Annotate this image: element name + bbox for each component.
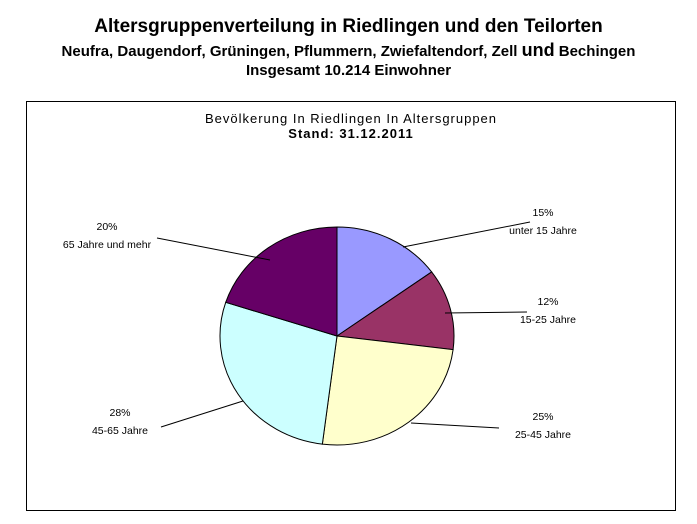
slice-percent-label: 20% <box>96 221 117 233</box>
pie-chart: 15% unter 15 Jahre 12% 15-25 Jahre 25% 25-45 … <box>63 207 577 446</box>
slice-category-label: 15-25 Jahre <box>520 314 576 326</box>
leader-line <box>410 422 500 429</box>
chart-subtitle: Stand: 31.12.2011 <box>288 126 414 141</box>
leader-line <box>160 400 244 428</box>
page-title: Altersgruppenverteilung in Riedlingen un… <box>94 16 603 37</box>
slice-category-label: 45-65 Jahre <box>92 425 148 437</box>
leader-line <box>402 221 531 248</box>
slice-category-label: 25-45 Jahre <box>515 429 571 441</box>
slice-percent-label: 15% <box>532 207 553 219</box>
chart-frame: Bevölkerung In Riedlingen In Altersgrupp… <box>26 101 676 511</box>
slice-category-label: unter 15 Jahre <box>509 225 577 237</box>
slice-category-label: 65 Jahre und mehr <box>63 239 152 251</box>
chart-title: Bevölkerung In Riedlingen In Altersgrupp… <box>204 111 498 126</box>
pie-slice <box>321 335 454 446</box>
subtitle-part2: Bechingen <box>554 43 636 60</box>
slice-percent-label: 28% <box>109 407 130 419</box>
pie-slice <box>219 301 338 445</box>
leader-line <box>444 311 528 314</box>
pie-slice <box>335 271 455 351</box>
total-population: Insgesamt 10.214 Einwohner <box>245 62 452 79</box>
page-subtitle: Neufra, Daugendorf, Grüningen, Pflummern… <box>0 41 697 61</box>
leader-line <box>156 237 271 261</box>
slice-percent-label: 12% <box>537 296 558 308</box>
subtitle-part1: Neufra, Daugendorf, Grüningen, Pflummern… <box>61 43 522 60</box>
slice-percent-label: 25% <box>532 411 553 423</box>
pie-slice <box>336 226 433 337</box>
subtitle-und: und <box>521 40 555 60</box>
pie-slice <box>225 226 338 337</box>
